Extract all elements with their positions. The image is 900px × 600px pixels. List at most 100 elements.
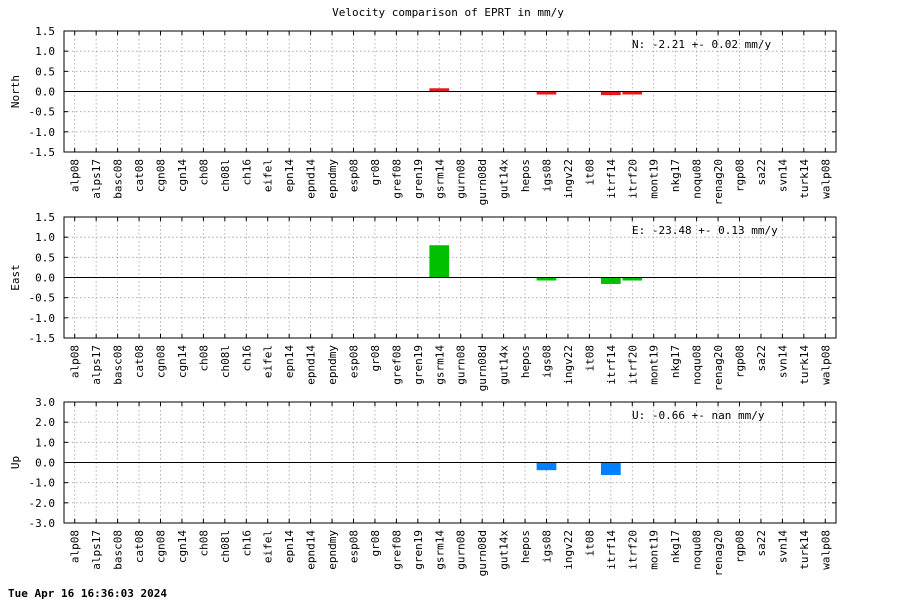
east-bar-igs08 (536, 277, 557, 281)
north-xtick-label: ch08l (219, 159, 232, 192)
east-xtick-label: noqu08 (691, 345, 704, 385)
east-xtick-label: gut14x (498, 345, 511, 385)
east-xtick-label: alp08 (69, 345, 82, 378)
east-xtick-label: gren19 (412, 345, 425, 385)
up-xtick-label: walp08 (819, 530, 832, 570)
east-xtick-label: rgp08 (734, 345, 747, 378)
east-xtick-label: cgn08 (155, 345, 168, 378)
up-bar-itrf14 (600, 462, 621, 476)
north-xtick-label: gurn08d (476, 159, 489, 205)
east-xtick-label: eifel (262, 345, 275, 378)
up-ytick-label: 3.0 (35, 396, 55, 409)
up-bar-igs08 (536, 462, 557, 471)
north-bar-gsrm14 (429, 88, 450, 92)
north-xtick-label: eifel (262, 159, 275, 192)
east-velocity-annotation: E: -23.48 +- 0.13 mm/y (632, 224, 778, 237)
up-xtick-label: renag20 (712, 530, 725, 576)
north-xtick-label: esp08 (348, 159, 361, 192)
east-xtick-label: ingv22 (562, 345, 575, 385)
up-xtick-label: cgn14 (176, 530, 189, 563)
north-ytick-label: 1.0 (35, 45, 55, 58)
east-xtick-label: gsrm14 (433, 345, 446, 385)
up-xtick-label: ingv22 (562, 530, 575, 570)
up-ytick-label: 0.0 (35, 457, 55, 470)
north-xtick-label: renag20 (712, 159, 725, 205)
up-xtick-label: turk14 (798, 530, 811, 570)
east-xtick-label: ch16 (240, 345, 253, 372)
east-xtick-label: cgn14 (176, 345, 189, 378)
up-xtick-label: epnd14 (305, 530, 318, 570)
north-ylabel: North (9, 75, 22, 108)
east-xtick-label: itrf20 (626, 345, 639, 385)
east-xtick-label: ch08 (197, 345, 210, 372)
up-xtick-label: gut14x (498, 530, 511, 570)
north-xtick-label: cat08 (133, 159, 146, 192)
north-ytick-label: -1.0 (29, 126, 56, 139)
north-xtick-label: it08 (583, 159, 596, 186)
up-ylabel: Up (9, 456, 22, 469)
north-xtick-label: ch08 (197, 159, 210, 186)
up-xtick-label: itrf20 (626, 530, 639, 570)
east-xtick-label: basc08 (112, 345, 125, 385)
north-xtick-label: sa22 (755, 159, 768, 186)
east-bar-itrf14 (600, 277, 621, 284)
up-xtick-label: itrf14 (605, 530, 618, 570)
up-xtick-label: ch16 (240, 530, 253, 557)
up-xtick-label: basc08 (112, 530, 125, 570)
north-bar-igs08 (536, 91, 557, 95)
up-ytick-label: -2.0 (29, 497, 56, 510)
up-xtick-label: cgn08 (155, 530, 168, 563)
north-xtick-label: turk14 (798, 159, 811, 199)
north-xtick-label: svn14 (776, 159, 789, 192)
up-xtick-label: gsrm14 (433, 530, 446, 570)
up-xtick-label: it08 (583, 530, 596, 557)
north-xtick-label: alps17 (90, 159, 103, 199)
north-ytick-label: -1.5 (29, 146, 56, 159)
east-ytick-label: -1.0 (29, 312, 56, 325)
north-xtick-label: epnd14 (305, 159, 318, 199)
up-xtick-label: mont19 (648, 530, 661, 570)
east-xtick-label: mont19 (648, 345, 661, 385)
east-xtick-label: renag20 (712, 345, 725, 391)
north-xtick-label: gut14x (498, 159, 511, 199)
up-xtick-label: ch08 (197, 530, 210, 557)
east-xtick-label: epn14 (283, 345, 296, 378)
up-xtick-label: alp08 (69, 530, 82, 563)
north-xtick-label: epn14 (283, 159, 296, 192)
east-xtick-label: turk14 (798, 345, 811, 385)
north-xtick-label: gren19 (412, 159, 425, 199)
up-plot-frame (63, 401, 837, 524)
east-xtick-label: igs08 (541, 345, 554, 378)
up-ytick-label: 1.0 (35, 436, 55, 449)
up-xtick-label: sa22 (755, 530, 768, 557)
up-xtick-label: rgp08 (734, 530, 747, 563)
up-xtick-label: gurn08 (455, 530, 468, 570)
up-xtick-label: svn14 (776, 530, 789, 563)
north-xtick-label: gr08 (369, 159, 382, 186)
east-xtick-label: gurn08 (455, 345, 468, 385)
north-xtick-label: mont19 (648, 159, 661, 199)
east-ytick-label: 0.0 (35, 272, 55, 285)
east-xtick-label: walp08 (819, 345, 832, 385)
north-bar-itrf20 (622, 91, 643, 95)
up-xtick-label: esp08 (348, 530, 361, 563)
north-xtick-label: gsrm14 (433, 159, 446, 199)
east-xtick-label: gref08 (390, 345, 403, 385)
east-ytick-label: 0.5 (35, 251, 55, 264)
north-plot-frame (63, 30, 837, 153)
north-xtick-label: alp08 (69, 159, 82, 192)
up-xtick-label: gref08 (390, 530, 403, 570)
east-xtick-label: gurn08d (476, 345, 489, 391)
east-xtick-label: svn14 (776, 345, 789, 378)
up-xtick-label: noqu08 (691, 530, 704, 570)
east-ytick-label: -0.5 (29, 292, 56, 305)
east-xtick-label: esp08 (348, 345, 361, 378)
east-xtick-label: it08 (583, 345, 596, 372)
east-xtick-label: nkg17 (669, 345, 682, 378)
north-xtick-label: gurn08 (455, 159, 468, 199)
north-ytick-label: 0.0 (35, 86, 55, 99)
up-xtick-label: cat08 (133, 530, 146, 563)
east-xtick-label: gr08 (369, 345, 382, 372)
north-ytick-label: -0.5 (29, 106, 56, 119)
north-xtick-label: itrf20 (626, 159, 639, 199)
